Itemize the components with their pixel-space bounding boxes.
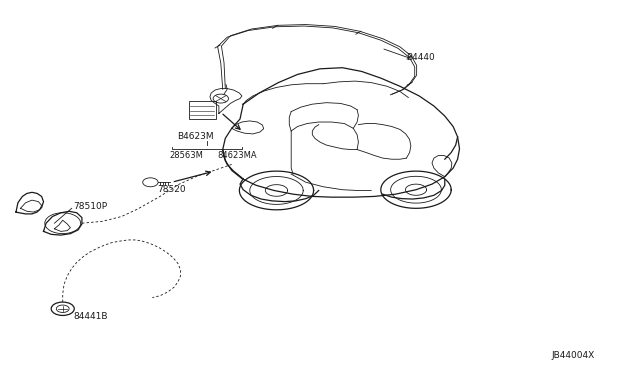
Text: 28563M: 28563M xyxy=(170,151,204,160)
Text: B4440: B4440 xyxy=(406,53,435,62)
Text: 78510P: 78510P xyxy=(74,202,108,211)
Text: 78520: 78520 xyxy=(157,185,186,194)
Bar xyxy=(189,101,216,119)
Text: JB44004X: JB44004X xyxy=(552,351,595,360)
Text: B4623M: B4623M xyxy=(177,132,214,141)
Text: 84623MA: 84623MA xyxy=(218,151,257,160)
Text: 84441B: 84441B xyxy=(74,312,108,321)
